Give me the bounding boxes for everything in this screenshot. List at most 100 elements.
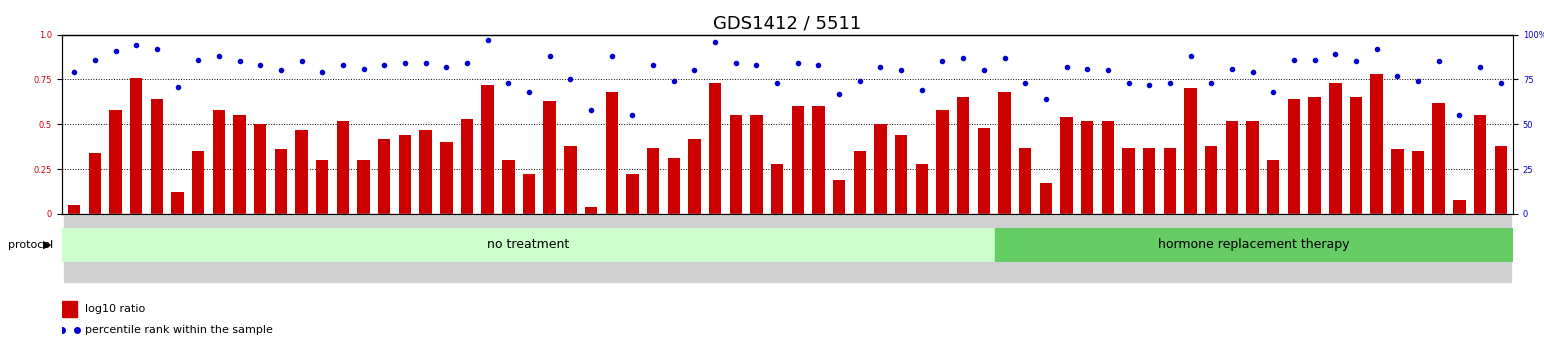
Bar [292,214,312,282]
Bar [1056,214,1076,282]
Bar [832,180,845,214]
Bar [767,214,787,282]
Bar [1039,184,1051,214]
Bar [994,214,1014,282]
Bar [440,142,452,214]
Bar [891,214,911,282]
Bar [1448,214,1470,282]
Bar [1288,99,1300,214]
Text: protocol: protocol [8,240,52,250]
Bar [974,214,994,282]
Bar [1371,74,1383,214]
Bar [911,214,933,282]
Bar [1098,214,1118,282]
Bar [933,214,953,282]
Bar [1495,146,1507,214]
Bar [746,214,767,282]
Bar [295,130,307,214]
Bar [1204,146,1218,214]
Bar [457,214,477,282]
Bar [953,214,974,282]
Bar [770,164,783,214]
Bar [1243,214,1263,282]
Bar [68,205,80,214]
Bar [689,139,701,214]
Bar [1387,214,1408,282]
Bar [398,135,411,214]
Bar [642,214,664,282]
Bar [874,124,886,214]
Bar [357,160,371,214]
Bar [63,214,85,282]
Bar [130,78,142,214]
Title: GDS1412 / 5511: GDS1412 / 5511 [713,15,862,33]
Bar [1411,151,1424,214]
Bar [601,214,622,282]
Bar [233,115,245,214]
Bar [787,214,808,282]
Bar [1308,97,1320,214]
Bar [977,128,990,214]
Bar [1470,214,1490,282]
Bar [1164,148,1177,214]
Text: no treatment: no treatment [488,238,570,252]
Bar [1349,97,1362,214]
Bar [395,214,415,282]
Bar [539,214,560,282]
Bar [477,214,499,282]
Bar [896,135,908,214]
Bar [1453,199,1465,214]
Bar [1428,214,1448,282]
Bar [1263,214,1283,282]
Bar [1305,214,1325,282]
Bar [151,99,164,214]
Bar [1122,148,1135,214]
Bar [1160,214,1180,282]
Bar [585,207,598,214]
Bar [1184,88,1197,214]
Bar [1433,103,1445,214]
Bar [317,160,329,214]
Bar [957,97,970,214]
Bar [627,175,639,214]
Bar [255,124,267,214]
Bar [275,149,287,214]
Bar [1475,115,1487,214]
Bar [415,214,435,282]
Bar [792,106,804,214]
Bar [523,175,536,214]
Bar [622,214,642,282]
Bar [854,151,866,214]
Bar [1061,117,1073,214]
Bar [829,214,849,282]
Bar [1283,214,1305,282]
Bar [460,119,472,214]
Bar [127,214,147,282]
Bar [704,214,726,282]
Bar [709,83,721,214]
Bar [519,214,539,282]
Bar [647,148,659,214]
Bar [664,214,684,282]
Text: percentile rank within the sample: percentile rank within the sample [85,325,273,335]
Bar [1226,121,1238,214]
Bar [684,214,704,282]
Bar [85,214,105,282]
Bar [229,214,250,282]
Bar [105,214,127,282]
Text: log10 ratio: log10 ratio [85,304,145,314]
Bar [808,214,829,282]
Bar [110,110,122,214]
Bar [564,146,576,214]
Bar [482,85,494,214]
Bar [250,214,270,282]
Bar [730,115,743,214]
Bar [213,110,225,214]
Bar [1143,148,1155,214]
Bar [667,158,679,214]
Bar [543,101,556,214]
Bar [147,214,167,282]
Bar [812,106,824,214]
Bar [1036,214,1056,282]
Bar [378,139,391,214]
